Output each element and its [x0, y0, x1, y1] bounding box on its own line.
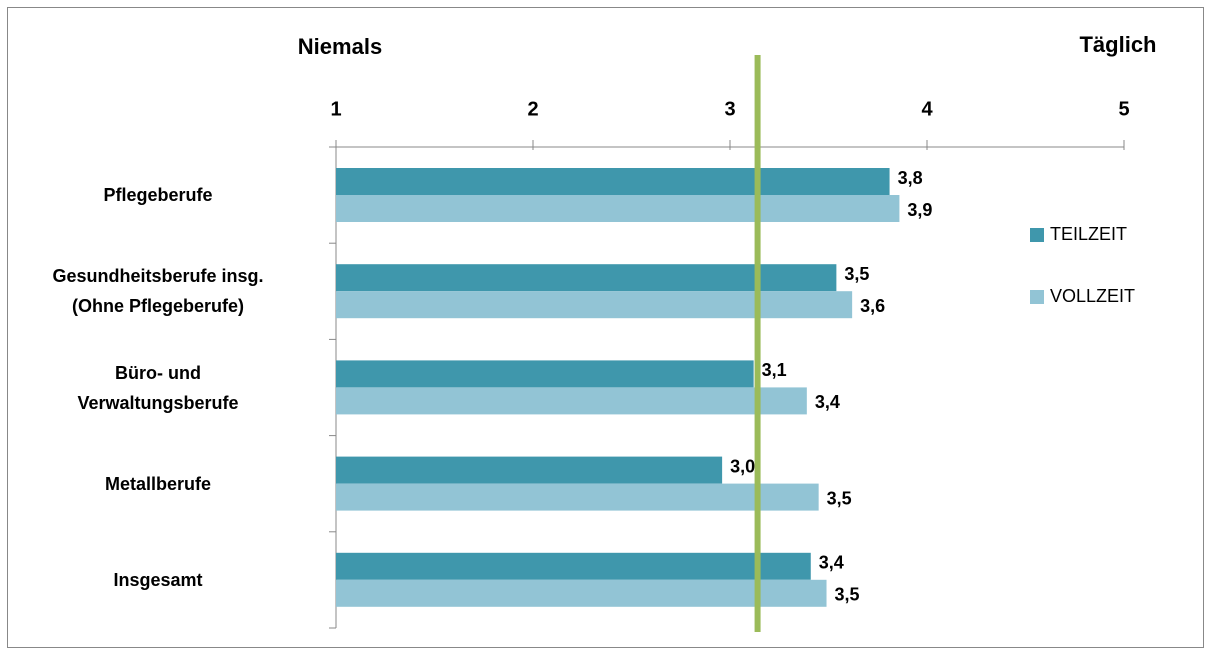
x-tick-label: 4	[921, 98, 933, 120]
title-right: Täglich	[1079, 32, 1156, 57]
bar	[336, 264, 837, 292]
bar	[336, 195, 900, 222]
y-tick-label: Insgesamt	[113, 569, 203, 590]
bar	[336, 168, 890, 195]
data-label: 3,4	[819, 553, 844, 573]
y-tick-label: Büro- und Verwaltungsberufe	[77, 362, 239, 413]
bar	[336, 387, 807, 415]
data-label: 3,8	[898, 168, 923, 188]
legend-label: VOLLZEIT	[1050, 286, 1135, 306]
bar	[336, 579, 827, 607]
y-tick-label: Metallberufe	[104, 473, 212, 494]
y-tick-label: Gesundheitsberufe insg. (Ohne Pflegeberu…	[52, 266, 264, 317]
x-tick-label: 1	[330, 98, 341, 120]
x-tick-label: 3	[724, 98, 735, 120]
data-label: 3,5	[827, 488, 852, 508]
y-tick-label: Pflegeberufe	[103, 185, 213, 206]
data-label: 3,5	[835, 585, 860, 605]
bar	[336, 456, 723, 484]
bar	[336, 483, 819, 511]
data-label: 3,5	[844, 264, 869, 284]
legend-swatch	[1030, 290, 1044, 304]
frame	[7, 7, 1204, 648]
data-label: 3,1	[762, 360, 787, 380]
legend-label: TEILZEIT	[1050, 224, 1127, 244]
title-left: Niemals	[298, 34, 382, 59]
bar	[336, 360, 754, 388]
data-label: 3,6	[860, 296, 885, 316]
legend-swatch	[1030, 228, 1044, 242]
x-tick-label: 5	[1118, 98, 1129, 120]
data-label: 3,9	[907, 200, 932, 220]
bar	[336, 291, 853, 319]
bar	[336, 552, 811, 580]
data-label: 3,0	[730, 456, 755, 476]
data-label: 3,4	[815, 392, 840, 412]
x-tick-label: 2	[527, 98, 538, 120]
